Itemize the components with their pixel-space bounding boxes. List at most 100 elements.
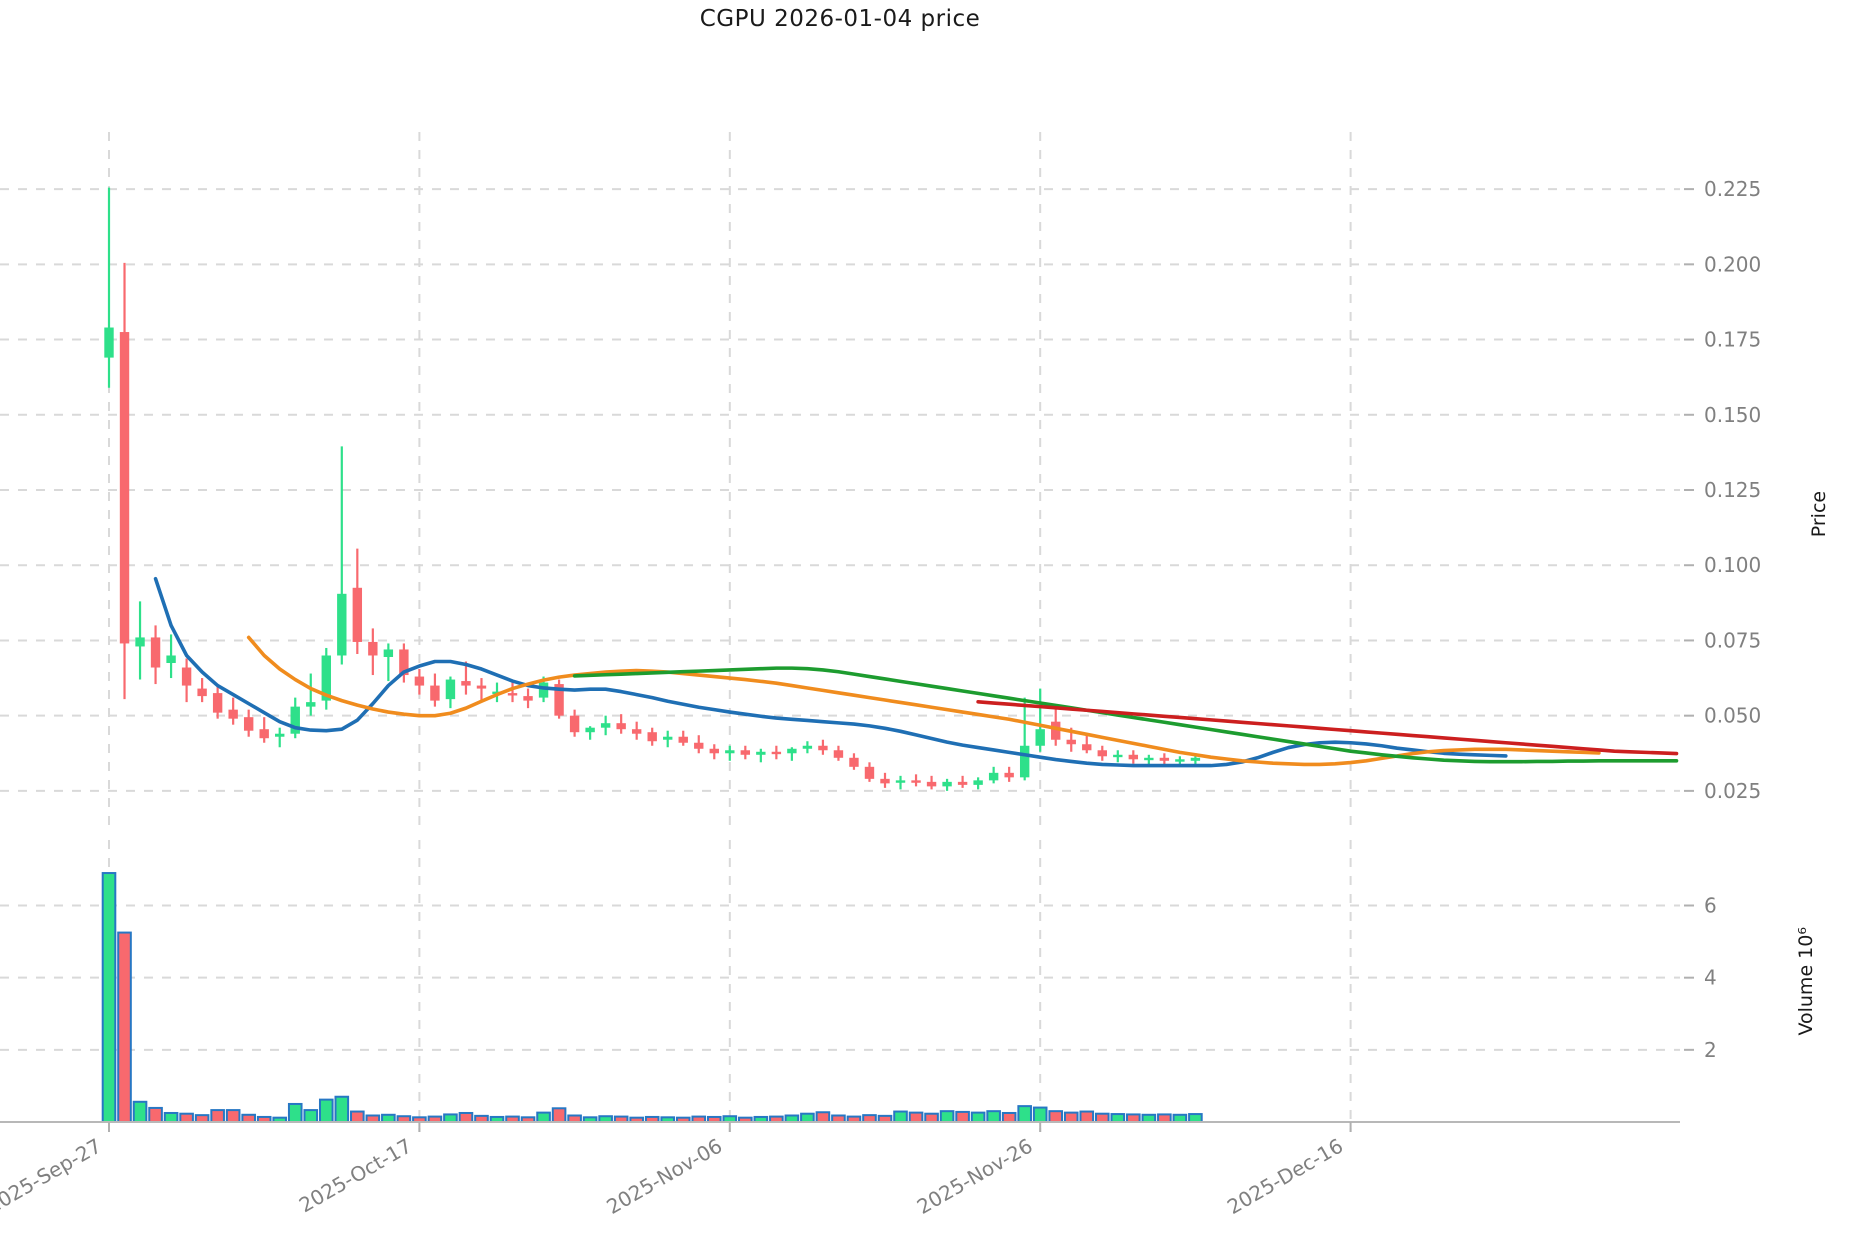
candlestick-bar [290, 697, 300, 739]
volume-bar [101, 872, 117, 1123]
candlestick-bar [973, 777, 983, 790]
volume-bar [225, 1109, 241, 1124]
volume-bar [1048, 1110, 1064, 1123]
date-tick-label: 2025-Sep-27 [0, 1134, 106, 1219]
ma-line-ma-long [572, 666, 1679, 764]
candlestick-bar [864, 762, 875, 782]
volume-bar [1172, 1113, 1188, 1124]
volume-bar [800, 1112, 815, 1123]
candlestick-bar [1051, 706, 1061, 746]
volume-bar [117, 931, 132, 1124]
ma-line-ma-extra-long [976, 700, 1679, 756]
candlestick-bar [166, 634, 176, 679]
price-tick-label: 0.050 [1704, 704, 1761, 728]
candlestick-bar [787, 747, 797, 761]
candlestick-bar [104, 187, 114, 388]
volume-bar [551, 1107, 567, 1123]
volume-bar [287, 1102, 303, 1124]
volume-bar [1032, 1106, 1048, 1124]
candlestick-bar [1128, 750, 1139, 764]
candlestick-bar [399, 643, 409, 683]
date-tick-label: 2025-Nov-06 [602, 1134, 726, 1219]
volume-bar [1063, 1111, 1079, 1123]
volume-tick-label: 6 [1704, 894, 1717, 918]
candlestick-bar [818, 739, 828, 755]
volume-bar [908, 1111, 924, 1123]
price-tick-label: 0.175 [1704, 328, 1761, 352]
price-axis-title: Price [1808, 491, 1830, 537]
price-tick-label: 0.225 [1704, 177, 1761, 201]
candlestick-bar [1082, 733, 1092, 754]
candlestick-bar [833, 745, 844, 761]
candlestick-bar [507, 682, 518, 703]
volume-bar [1157, 1113, 1172, 1124]
candlestick-bar [600, 715, 611, 736]
candlestick-bar [694, 735, 704, 754]
volume-bar [179, 1112, 194, 1123]
candlestick-bar [988, 766, 999, 784]
date-axis: 2025-Sep-27 2025-Oct-17 2025-Nov-06 2025-No… [0, 1121, 1680, 1219]
candlestick-bar [383, 643, 394, 682]
volume-bar [924, 1112, 939, 1123]
candlestick-bar [476, 678, 487, 701]
date-tick-label: 2025-Nov-26 [913, 1134, 1037, 1219]
price-axis: 0.225 0.200 0.175 0.150 0.125 0.100 0.075 0.050… [1684, 177, 1830, 803]
volume-bar [318, 1098, 334, 1124]
candlestick-bar [942, 778, 952, 791]
candlestick-bar [1159, 753, 1170, 766]
candlestick-bar [911, 774, 921, 787]
candlestick-bar [709, 744, 719, 760]
volume-bar [1188, 1113, 1203, 1123]
candlestick-bar [756, 748, 766, 763]
candlestick-bar [523, 688, 533, 709]
candlestick-bar [243, 709, 254, 737]
candlestick-bar [1097, 745, 1107, 761]
volume-bar [241, 1113, 256, 1124]
volume-bar [970, 1111, 986, 1123]
volume-bar [862, 1114, 877, 1124]
candlestick-bar [880, 772, 890, 788]
volume-bar [381, 1113, 396, 1124]
candlestick-bar [663, 730, 673, 748]
candlestick-bar [259, 717, 269, 743]
candlestick-bar [647, 727, 657, 746]
candlestick-bar [725, 745, 735, 761]
candlestick-bar [957, 775, 968, 788]
price-tick-label: 0.075 [1704, 628, 1761, 652]
volume-bar [1110, 1113, 1126, 1123]
price-tick-label: 0.100 [1704, 553, 1761, 577]
volume-bar [986, 1110, 1001, 1123]
candlestick-bar [150, 625, 161, 685]
volume-bar [939, 1110, 955, 1123]
candlestick-bar [321, 647, 331, 710]
volume-bar [1079, 1110, 1095, 1124]
candlestick-bar [228, 697, 238, 725]
volume-bar [1141, 1113, 1157, 1124]
volume-bar [1017, 1105, 1032, 1123]
volume-tick-label: 2 [1704, 1038, 1717, 1062]
price-tick-label: 0.125 [1704, 478, 1761, 502]
candlestick-bar [1019, 697, 1030, 781]
gridlines [0, 132, 1680, 1132]
candlestick-bar [1144, 754, 1154, 766]
candlestick-bar [1004, 766, 1014, 782]
candlestick-bar [1035, 688, 1045, 752]
candlestick-bar [197, 678, 207, 703]
volume-bar [303, 1109, 319, 1124]
candlestick-bar [616, 714, 626, 734]
volume-bar [955, 1110, 970, 1124]
volume-bar [163, 1111, 179, 1124]
candlestick-bar [368, 628, 378, 676]
volume-bar [1126, 1113, 1141, 1124]
volume-bar [893, 1110, 908, 1124]
candlestick-bar [585, 726, 595, 740]
ma-line-ma-short [153, 576, 1508, 768]
candlestick-bar [802, 741, 813, 754]
candlestick-bar [352, 548, 363, 654]
candlestick-bar [849, 753, 859, 770]
candlestick-bar [119, 262, 130, 700]
price-tick-label: 0.200 [1704, 252, 1761, 276]
candlestick-bar [554, 679, 564, 719]
